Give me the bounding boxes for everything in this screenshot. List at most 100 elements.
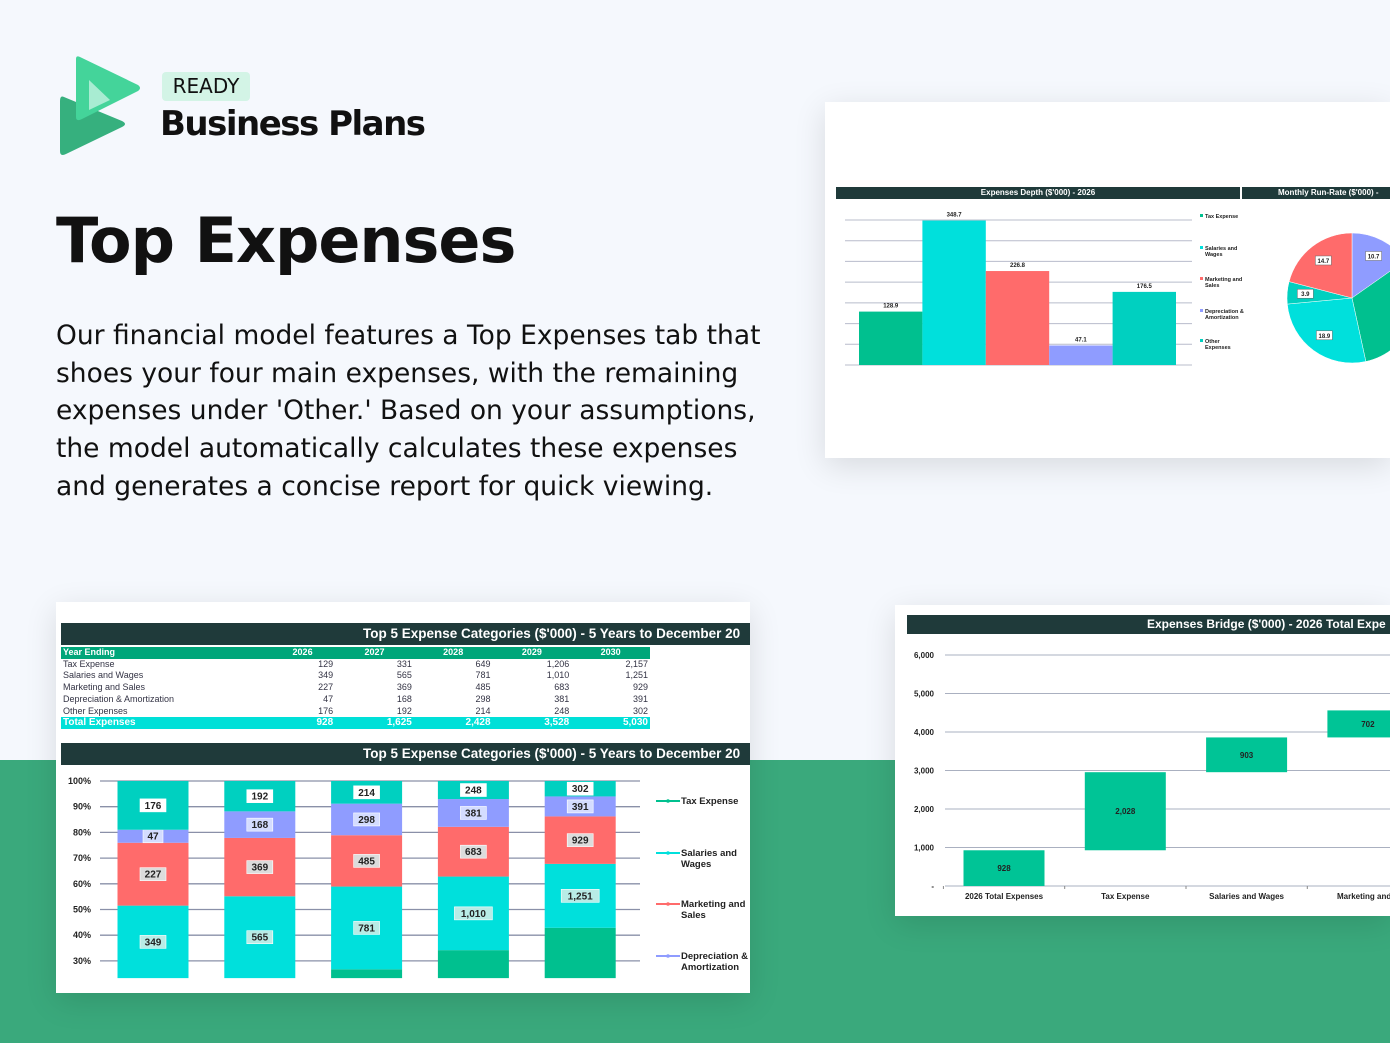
bar [985, 271, 1050, 365]
bridge-title: Expenses Bridge ($'000) - 2026 Total Exp… [1147, 617, 1386, 631]
segment-label-box [566, 799, 594, 814]
table-cell: 2026 [270, 647, 336, 659]
legend-label: Salaries and [681, 848, 737, 859]
table-cell: Salaries and Wages [63, 670, 144, 681]
table-cell: 928 [270, 717, 336, 729]
y-tick-label: 6,000 [914, 651, 935, 660]
segment-label-box [566, 781, 594, 796]
pie-value-label: 10.7 [1368, 254, 1380, 260]
segment-label-box [139, 867, 167, 881]
table-cell: 2027 [335, 647, 414, 659]
table-cell: 302 [632, 705, 648, 716]
segment-label-box [566, 833, 594, 847]
segment-value-label: 485 [358, 856, 375, 867]
segment-label-box [353, 785, 380, 800]
segment-value-label: 302 [572, 784, 589, 795]
table-cell: 381 [554, 693, 570, 704]
legend-label: Wages [1205, 252, 1223, 258]
legend-label: Sales [681, 910, 706, 921]
segment-label-box [460, 806, 487, 820]
stacked-chart-header: Top 5 Expense Categories ($'000) - 5 Yea… [61, 743, 750, 765]
pie-slice [1351, 270, 1390, 362]
expenses-bridge-panel: Expenses Bridge ($'000) - 2026 Total Exp… [895, 605, 1390, 916]
table-cell: Year Ending [61, 647, 270, 659]
legend-label: Depreciation & [1205, 309, 1244, 315]
table-cell: 298 [475, 693, 491, 704]
table-header-row: Year Ending 2026 2027 2028 2029 2030 [61, 647, 650, 659]
expenses-bridge-chart: 6,000 5,000 4,000 3,000 2,000 1,000 - 928 2026 T… [914, 651, 1390, 901]
table-cell: 2029 [492, 647, 572, 659]
waterfall-bar [1084, 772, 1166, 851]
table-row: Salaries and Wages 349 565 781 1,010 1,251 [61, 670, 650, 682]
bar-value-label: 903 [1240, 751, 1254, 760]
table-cell: 349 [318, 670, 334, 681]
segment-value-label: 929 [572, 836, 589, 847]
table-cell: 369 [396, 682, 412, 693]
table-cell: Tax Expense [63, 658, 115, 669]
y-tick-label: 4,000 [914, 728, 935, 737]
legend-label: Depreciation & [681, 951, 748, 962]
legend-label: Marketing and [681, 899, 746, 910]
segment-label-box [560, 889, 600, 903]
legend-label: Wages [681, 859, 711, 870]
segment-value-label: 192 [251, 792, 268, 803]
expenses-depth-chart: 128.9 348.7 226.8 47.1 176.5 Tax Expense Salar… [845, 213, 1390, 366]
table-cell: 227 [318, 682, 334, 693]
waterfall-bar [1206, 737, 1288, 773]
expenses-depth-title: Expenses Depth ($'000) - 2026 [980, 188, 1096, 197]
table-cell: 565 [396, 670, 412, 681]
bar-value-label: 702 [1361, 720, 1375, 729]
pie-label-box [1297, 288, 1314, 299]
table-cell: 248 [554, 705, 570, 716]
legend-marker [666, 954, 670, 958]
table-cell: Other Expenses [63, 705, 128, 716]
legend-label: Tax Expense [681, 796, 738, 807]
segment-label-box [246, 817, 274, 832]
segment-value-label: 227 [145, 870, 162, 881]
table-cell: 176 [318, 705, 334, 716]
run-rate-title: Monthly Run-Rate ($'000) - [1278, 188, 1379, 197]
bar [922, 220, 986, 365]
legend-label: Other [1205, 339, 1221, 345]
pie-slice [1288, 232, 1353, 299]
y-tick-label: 40% [73, 930, 91, 940]
table-cell: 1,010 [546, 670, 570, 681]
segment-label-box [139, 935, 167, 949]
pie-label-box [1365, 251, 1382, 261]
stacked-expense-chart: 100% 90% 80% 70% 60% 50% 40% 30% 349 227 47 176 565 3… [68, 776, 748, 979]
stacked-bar-segment [437, 950, 509, 979]
legend-swatch [1200, 339, 1203, 342]
x-category-label: Marketing and S [1337, 892, 1390, 901]
stacked-bar-segment [331, 969, 403, 979]
y-tick-label: 60% [73, 879, 91, 889]
segment-value-label: 298 [358, 815, 375, 826]
table-cell: 2,157 [625, 658, 648, 669]
segment-label-box [460, 844, 487, 859]
table-cell: Depreciation & Amortization [63, 693, 175, 704]
table-cell: 485 [475, 682, 491, 693]
segment-value-label: 1,251 [568, 891, 593, 902]
page-title: Top Expenses [56, 204, 516, 277]
stacked-bar-segment [544, 927, 616, 979]
segment-label-box [246, 860, 274, 874]
waterfall-bar [1327, 710, 1390, 738]
table-cell: 2028 [413, 647, 493, 659]
ready-badge: READY [162, 72, 250, 101]
pie-label-box [1316, 330, 1333, 341]
legend-label: Sales [1205, 283, 1219, 289]
segment-value-label: 781 [358, 923, 375, 934]
y-tick-label: 30% [73, 956, 91, 966]
segment-label-box [353, 854, 380, 868]
segment-label-box [142, 829, 164, 844]
y-tick-label: 2,000 [914, 805, 935, 814]
legend-label: Amortization [1205, 315, 1239, 321]
top-expenses-panel: Top 5 Expense Categories ($'000) - 5 Yea… [56, 602, 750, 993]
bar-value-label: 2,028 [1115, 807, 1136, 816]
table-cell: 129 [318, 658, 334, 669]
table-cell: 781 [475, 670, 491, 681]
segment-value-label: 47 [147, 832, 159, 843]
legend-swatch [1200, 309, 1203, 312]
table-title: Top 5 Expense Categories ($'000) - 5 Yea… [363, 626, 741, 641]
y-tick-label: 3,000 [914, 767, 935, 776]
segment-label-box [353, 921, 380, 935]
